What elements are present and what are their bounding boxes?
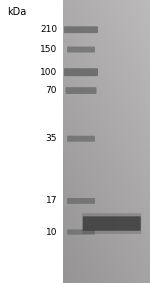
FancyBboxPatch shape bbox=[67, 229, 95, 235]
Text: 100: 100 bbox=[40, 68, 57, 77]
Text: 150: 150 bbox=[40, 45, 57, 54]
FancyBboxPatch shape bbox=[67, 46, 95, 53]
Text: kDa: kDa bbox=[8, 7, 27, 17]
FancyBboxPatch shape bbox=[83, 216, 141, 231]
FancyBboxPatch shape bbox=[82, 213, 141, 234]
FancyBboxPatch shape bbox=[64, 68, 98, 76]
FancyBboxPatch shape bbox=[67, 136, 95, 142]
FancyBboxPatch shape bbox=[64, 26, 98, 33]
Bar bbox=[63, 0, 150, 283]
Text: 10: 10 bbox=[45, 228, 57, 237]
Text: 17: 17 bbox=[45, 196, 57, 205]
Text: 70: 70 bbox=[45, 86, 57, 95]
Text: 35: 35 bbox=[45, 134, 57, 143]
FancyBboxPatch shape bbox=[66, 87, 96, 94]
FancyBboxPatch shape bbox=[67, 198, 95, 204]
Text: 210: 210 bbox=[40, 25, 57, 34]
